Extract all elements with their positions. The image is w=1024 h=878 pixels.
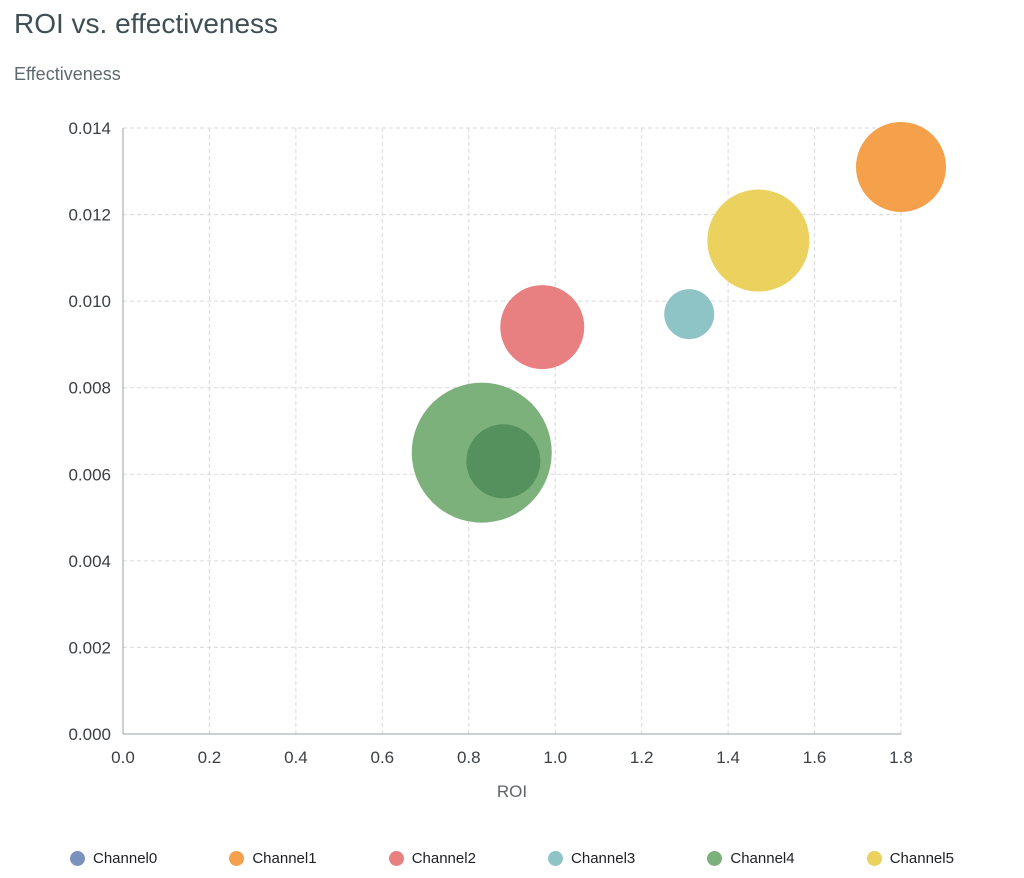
x-tick-label: 0.8 — [457, 748, 481, 767]
bubble-channel2[interactable] — [500, 285, 585, 370]
x-tick-label: 0.6 — [371, 748, 395, 767]
x-tick-label: 1.8 — [889, 748, 913, 767]
y-tick-label: 0.008 — [68, 379, 111, 398]
bubble-channel0[interactable] — [466, 424, 541, 499]
y-tick-label: 0.000 — [68, 725, 111, 744]
legend-swatch-channel2-icon — [388, 850, 404, 866]
x-tick-label: 1.2 — [630, 748, 654, 767]
legend-item-channel3[interactable]: Channel3 — [548, 850, 635, 867]
x-tick-label: 0.0 — [111, 748, 135, 767]
x-tick-label: 1.4 — [716, 748, 740, 767]
legend-item-channel0[interactable]: Channel0 — [70, 850, 157, 867]
legend-label-channel5: Channel5 — [889, 849, 954, 867]
bubble-channel3[interactable] — [664, 289, 715, 340]
legend-label-channel0: Channel0 — [93, 849, 158, 867]
legend-swatch-channel3-icon — [548, 850, 564, 866]
x-tick-label: 1.0 — [543, 748, 567, 767]
y-tick-label: 0.010 — [68, 292, 111, 311]
legend-swatch-channel0-icon — [70, 850, 85, 866]
legend-swatch-channel5-icon — [866, 850, 882, 866]
y-tick-label: 0.002 — [68, 638, 111, 657]
legend-item-channel4[interactable]: Channel4 — [707, 849, 795, 867]
bubble-channel5[interactable] — [707, 189, 810, 292]
legend-swatch-channel1-icon — [229, 850, 245, 866]
y-tick-label: 0.004 — [68, 552, 111, 571]
chart-title: ROI vs. effectiveness — [14, 8, 279, 39]
bubble-chart-plot: 0.000 0.002 0.004 0.006 0.008 0.010 0.012 0.014… — [68, 119, 946, 801]
y-tick-label: 0.014 — [68, 119, 111, 138]
x-tick-label: 1.6 — [803, 748, 827, 767]
y-tick-label: 0.006 — [68, 465, 111, 484]
x-tick-label: 0.4 — [284, 748, 308, 767]
x-axis-title: ROI — [497, 782, 527, 801]
legend-swatch-channel4-icon — [707, 850, 723, 866]
legend-label-channel2: Channel2 — [411, 849, 476, 867]
legend-label-channel3: Channel3 — [571, 849, 636, 867]
legend-item-channel2[interactable]: Channel2 — [388, 849, 476, 867]
bubble-channel1[interactable] — [856, 121, 946, 212]
legend-label-channel1: Channel1 — [252, 849, 317, 867]
legend-item-channel5[interactable]: Channel5 — [866, 849, 954, 867]
legend-label-channel4: Channel4 — [730, 849, 795, 867]
legend-item-channel1[interactable]: Channel1 — [229, 849, 317, 867]
chart-legend: Channel0 Channel1 Channel2 Channel3 Chan… — [70, 845, 954, 871]
y-axis-title: Effectiveness — [14, 64, 121, 84]
y-tick-label: 0.012 — [68, 206, 111, 225]
x-tick-label: 0.2 — [198, 748, 222, 767]
